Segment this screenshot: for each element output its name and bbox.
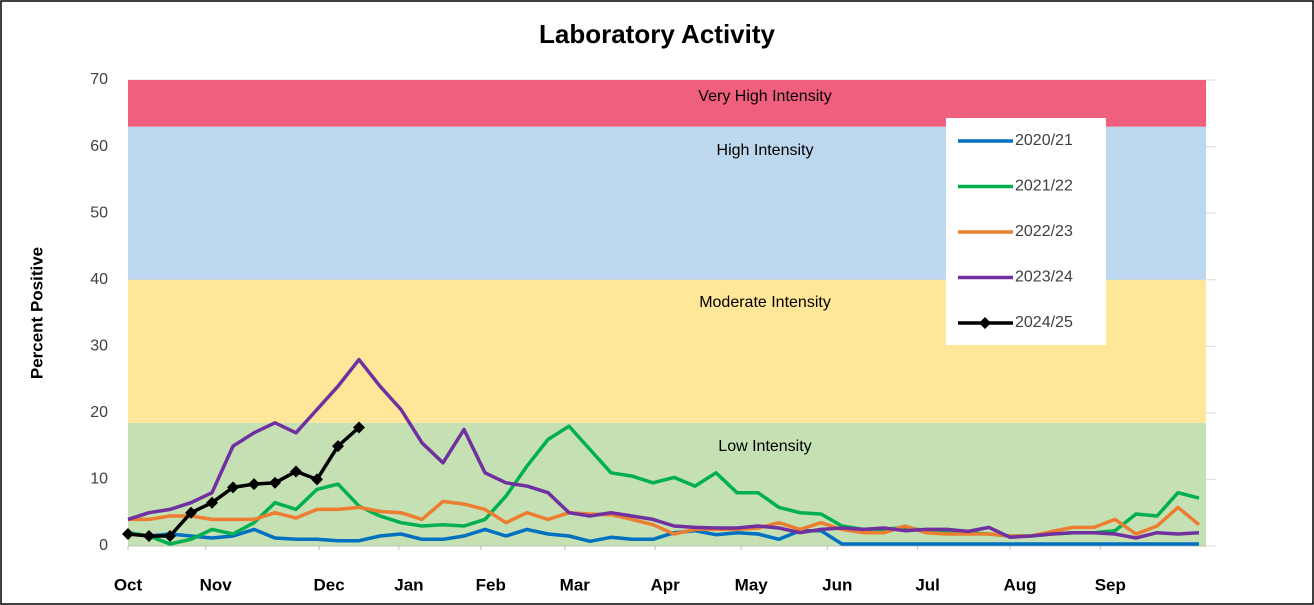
- x-tick-label: Dec: [314, 575, 345, 594]
- point-marker: [311, 473, 323, 486]
- x-tick-label: Nov: [200, 575, 233, 594]
- y-tick-label: 0: [99, 537, 108, 554]
- y-tick-label: 70: [90, 71, 108, 88]
- point-marker: [164, 530, 176, 543]
- point-marker: [206, 496, 218, 509]
- band-label: High Intensity: [717, 142, 814, 159]
- point-marker: [122, 528, 134, 541]
- x-tick-label: Aug: [1003, 575, 1036, 594]
- legend-label: 2020/21: [1015, 132, 1073, 149]
- point-marker: [185, 506, 197, 519]
- chart-title: Laboratory Activity: [539, 19, 776, 49]
- x-tick-label: Apr: [650, 575, 680, 594]
- band-label: Moderate Intensity: [699, 294, 831, 311]
- legend-label: 2021/22: [1015, 178, 1073, 195]
- point-marker: [143, 530, 155, 543]
- y-tick-label: 30: [90, 338, 108, 355]
- band-label: Very High Intensity: [698, 88, 831, 105]
- point-marker: [227, 481, 239, 494]
- y-tick-label: 50: [90, 204, 108, 221]
- y-tick-label: 10: [90, 471, 108, 488]
- point-marker: [332, 440, 344, 453]
- point-marker: [290, 465, 302, 478]
- band-label: Low Intensity: [718, 438, 811, 455]
- y-tick-label: 60: [90, 138, 108, 155]
- legend-marker: [979, 317, 991, 329]
- y-axis-label: Percent Positive: [27, 247, 46, 379]
- x-tick-label: Oct: [114, 575, 143, 594]
- series-line: [127, 357, 1200, 540]
- point-marker: [248, 478, 260, 491]
- legend-label: 2022/23: [1015, 223, 1073, 240]
- x-tick-label: Jan: [394, 575, 423, 594]
- x-tick-label: Sep: [1095, 575, 1126, 594]
- series-line: [127, 527, 1199, 546]
- x-tick-label: Feb: [476, 575, 506, 594]
- x-tick-label: Jul: [915, 575, 940, 594]
- legend-label: 2024/25: [1015, 314, 1073, 331]
- legend-label: 2023/24: [1015, 269, 1073, 286]
- y-tick-label: 40: [90, 271, 108, 288]
- x-tick-label: Mar: [560, 575, 591, 594]
- x-tick-label: Jun: [822, 575, 852, 594]
- point-marker: [269, 476, 281, 489]
- intensity-band: [128, 422, 1206, 546]
- x-tick-label: May: [735, 575, 769, 594]
- point-marker: [353, 421, 365, 434]
- y-tick-label: 20: [90, 404, 108, 421]
